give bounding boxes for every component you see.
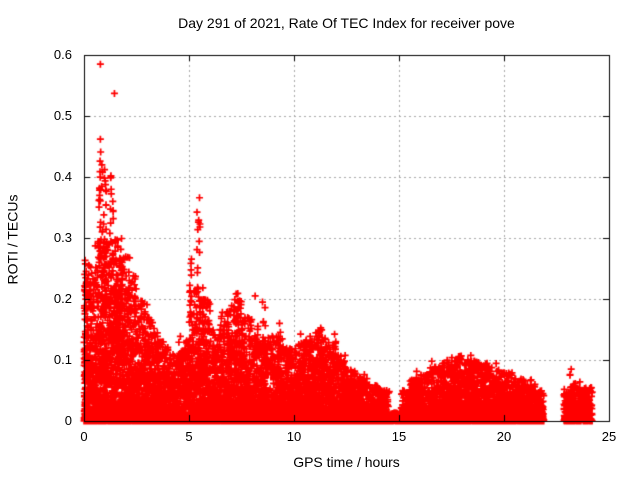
- y-tick-label-0.4: 0.4: [53, 169, 72, 184]
- x-tick-label-15: 15: [391, 429, 407, 444]
- x-tick-label-25: 25: [601, 429, 617, 444]
- y-tick-label-0.6: 0.6: [53, 47, 72, 62]
- x-tick-label-10: 10: [286, 429, 302, 444]
- y-tick-label-0.2: 0.2: [53, 291, 72, 306]
- y-tick-label-0.1: 0.1: [53, 352, 72, 367]
- x-tick-label-5: 5: [185, 429, 193, 444]
- y-tick-label-0.3: 0.3: [53, 230, 72, 245]
- y-tick-label-0.5: 0.5: [53, 108, 72, 123]
- x-axis-label: GPS time / hours: [293, 454, 400, 470]
- x-tick-label-20: 20: [496, 429, 512, 444]
- chart-title: Day 291 of 2021, Rate Of TEC Index for r…: [178, 15, 515, 31]
- y-tick-label-0: 0: [64, 413, 72, 428]
- x-tick-label-0: 0: [80, 429, 88, 444]
